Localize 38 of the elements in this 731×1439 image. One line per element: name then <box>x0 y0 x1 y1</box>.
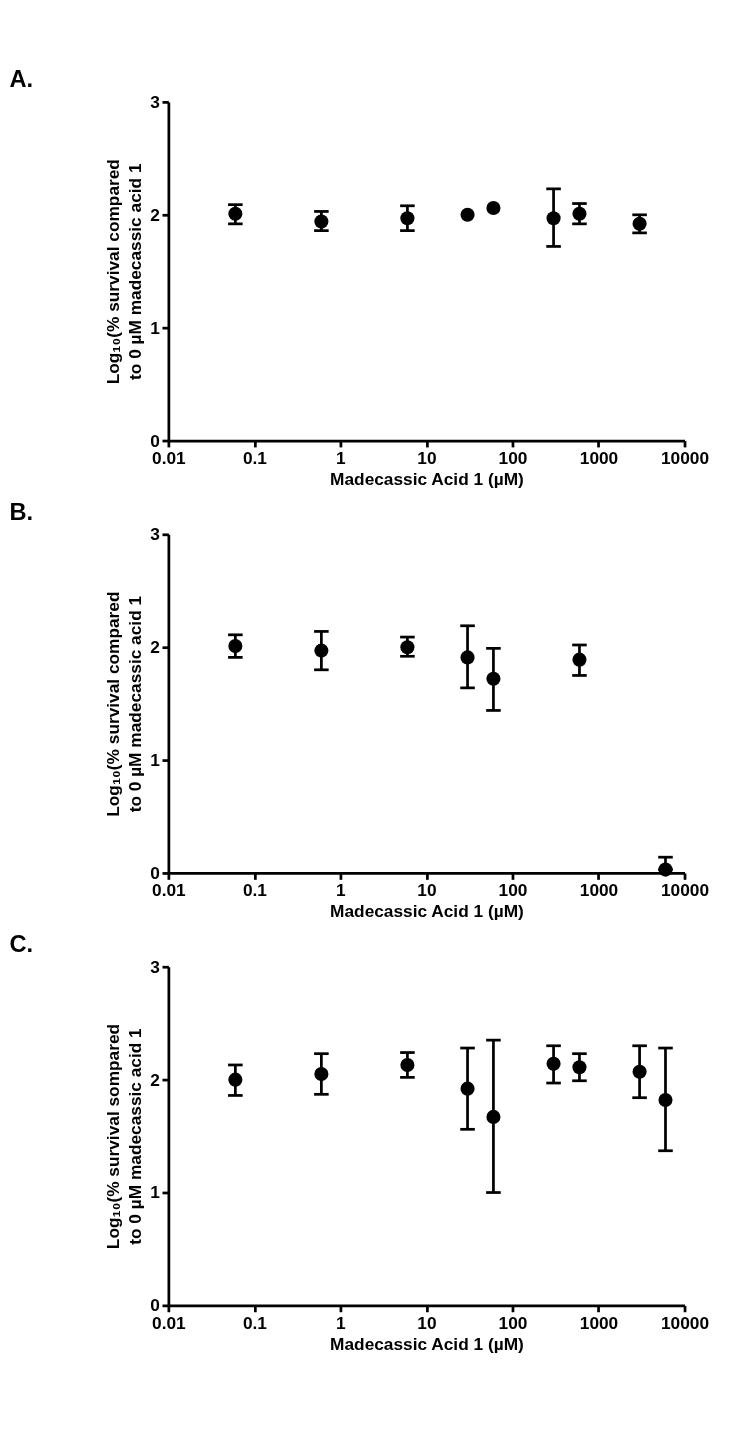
x-tick-label: 100 <box>498 447 528 468</box>
chart-title: B. <box>9 498 34 525</box>
y-axis-title: Log₁₀(% survival sompared to 0 µM madecassic acid 1 <box>103 1023 146 1250</box>
y-tick-label: 2 <box>150 1069 160 1090</box>
x-tick-label: 10 <box>417 880 437 901</box>
y-tick-label: 3 <box>150 91 160 112</box>
x-tick-label: 1 <box>336 880 347 901</box>
y-axis-title: Log₁₀(% survival compared to 0 µM madecassic acid 1 <box>103 159 146 385</box>
chart-title: A. <box>9 66 34 93</box>
x-tick-label: 10 <box>417 447 437 468</box>
x-tick-label: 1 <box>336 1312 347 1333</box>
x-tick-label: 100 <box>498 880 528 901</box>
x-tick-label: 10 <box>417 1312 437 1333</box>
x-tick-label: 0.1 <box>242 880 268 901</box>
x-axis-title: Madecassic Acid 1 (µM) <box>330 468 524 489</box>
y-tick-label: 3 <box>150 956 160 977</box>
y-tick-label: 2 <box>150 637 160 658</box>
x-axis-title: Madecassic Acid 1 (µM) <box>330 901 524 922</box>
y-tick-label: 2 <box>150 204 160 225</box>
x-tick-label: 10000 <box>661 880 710 901</box>
y-axis-title: Log₁₀(% survival compared to 0 µM madecassic acid 1 <box>103 591 146 817</box>
y-tick-label: 3 <box>150 524 160 545</box>
x-tick-label: 100 <box>498 1312 528 1333</box>
x-tick-label: 1000 <box>579 880 619 901</box>
x-axis-title: Madecassic Acid 1 (µM) <box>330 1333 524 1354</box>
y-tick-label: 1 <box>150 750 161 771</box>
x-tick-label: 0.1 <box>242 1312 268 1333</box>
y-tick-label: 0 <box>150 862 160 883</box>
x-tick-label: 0.1 <box>242 447 268 468</box>
chart-title: C. <box>9 931 34 958</box>
x-tick-label: 0.01 <box>152 880 187 901</box>
x-tick-label: 10000 <box>661 1312 710 1333</box>
x-tick-label: 1000 <box>579 447 619 468</box>
x-tick-label: 10000 <box>661 447 710 468</box>
y-tick-label: 1 <box>150 317 161 338</box>
x-tick-label: 1 <box>336 447 347 468</box>
x-tick-label: 1000 <box>579 1312 619 1333</box>
y-tick-label: 1 <box>150 1182 161 1203</box>
